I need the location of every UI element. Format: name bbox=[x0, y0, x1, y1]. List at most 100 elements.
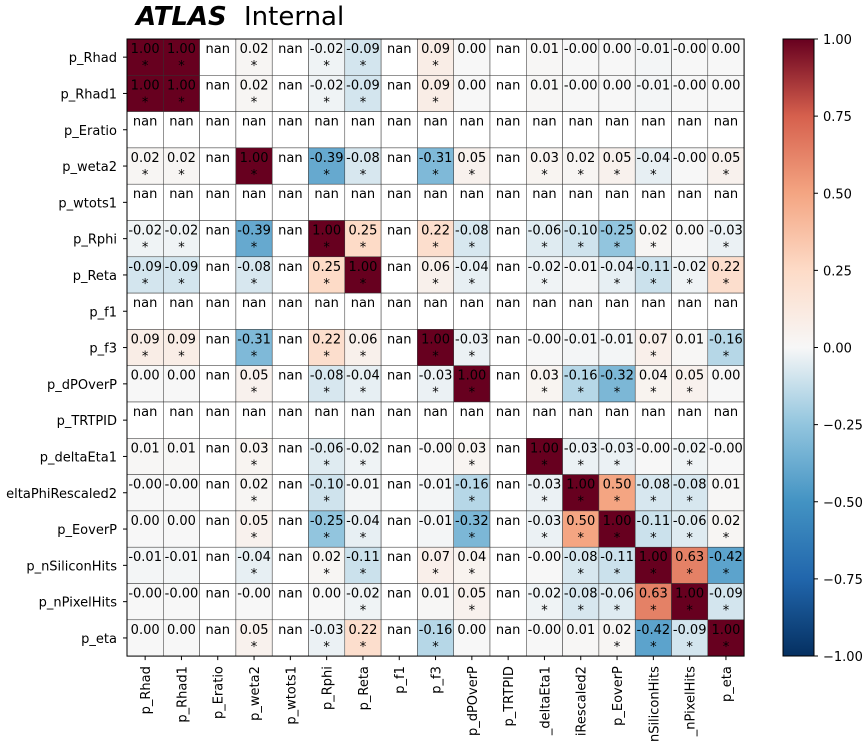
y-tick-label: p_TRTPID bbox=[57, 414, 117, 429]
heatmap-cell bbox=[526, 365, 563, 403]
cell-value: nan bbox=[605, 405, 629, 420]
cell-value: nan bbox=[206, 42, 230, 57]
significance-star: * bbox=[142, 59, 149, 74]
cell-value: -0.32 bbox=[600, 369, 634, 384]
heatmap-cell bbox=[453, 546, 491, 584]
x-tick-label: p_eta bbox=[720, 666, 735, 702]
cell-value: -0.06 bbox=[528, 224, 562, 239]
heatmap-cell bbox=[598, 75, 636, 112]
heatmap-cell bbox=[562, 256, 600, 294]
significance-star: * bbox=[614, 531, 621, 546]
heatmap-cell bbox=[163, 510, 200, 548]
heatmap-cell bbox=[308, 38, 346, 76]
heatmap-cell bbox=[344, 111, 382, 149]
significance-star: * bbox=[360, 241, 367, 256]
cell-value: 0.63 bbox=[675, 550, 704, 565]
cell-value: 0.00 bbox=[603, 42, 632, 57]
heatmap-cell bbox=[417, 583, 454, 621]
heatmap-cell bbox=[163, 365, 200, 403]
y-tick-label: p_Reta bbox=[73, 269, 117, 284]
heatmap-cell bbox=[308, 365, 346, 403]
cell-value: -0.42 bbox=[709, 550, 743, 565]
heatmap-cell bbox=[598, 256, 636, 294]
cell-value: 1.00 bbox=[131, 78, 160, 93]
heatmap-cell bbox=[562, 183, 600, 221]
heatmap-cell bbox=[453, 438, 491, 475]
cell-value: -0.32 bbox=[455, 514, 489, 529]
cell-value: -0.04 bbox=[455, 260, 489, 275]
cell-value: nan bbox=[460, 296, 484, 311]
significance-star: * bbox=[323, 277, 330, 292]
significance-star: * bbox=[178, 59, 185, 74]
cell-value: nan bbox=[569, 115, 593, 130]
heatmap-cell bbox=[707, 38, 745, 76]
cell-value: nan bbox=[387, 260, 411, 275]
cell-value: nan bbox=[278, 587, 302, 602]
significance-star: * bbox=[178, 277, 185, 292]
cell-value: 1.00 bbox=[530, 441, 559, 456]
heatmap-cell bbox=[235, 619, 273, 657]
significance-star: * bbox=[323, 640, 330, 655]
heatmap-cell bbox=[308, 183, 346, 221]
cell-value: nan bbox=[605, 296, 629, 311]
cell-value: 0.05 bbox=[603, 151, 632, 166]
cell-value: nan bbox=[242, 187, 266, 202]
heatmap-cell bbox=[634, 474, 672, 512]
cell-value: 0.00 bbox=[711, 42, 740, 57]
y-tick-label: p_eta bbox=[81, 632, 117, 647]
significance-star: * bbox=[578, 531, 585, 546]
heatmap-cell bbox=[526, 220, 563, 258]
cell-value: -0.06 bbox=[600, 587, 634, 602]
cell-value: nan bbox=[206, 187, 230, 202]
cell-value: nan bbox=[532, 296, 556, 311]
cell-value: nan bbox=[206, 514, 230, 529]
cell-value: 0.07 bbox=[639, 332, 668, 347]
cell-value: nan bbox=[641, 115, 665, 130]
heatmap-cell bbox=[598, 546, 636, 584]
cell-value: nan bbox=[278, 369, 302, 384]
heatmap-cell bbox=[453, 365, 491, 403]
heatmap-cell bbox=[308, 75, 346, 112]
cell-value: -0.11 bbox=[346, 550, 380, 565]
cell-value: nan bbox=[387, 478, 411, 493]
significance-star: * bbox=[686, 640, 693, 655]
heatmap-cell bbox=[562, 329, 600, 366]
cell-value: 1.00 bbox=[312, 224, 341, 239]
cell-value: -0.02 bbox=[528, 260, 562, 275]
heatmap-cell bbox=[707, 438, 745, 475]
heatmap-cell bbox=[526, 329, 563, 366]
heatmap-cell bbox=[598, 38, 636, 76]
cell-value: 0.05 bbox=[711, 151, 740, 166]
cell-value: -0.00 bbox=[528, 550, 562, 565]
significance-star: * bbox=[578, 495, 585, 510]
heatmap-cell bbox=[707, 220, 745, 258]
cell-value: nan bbox=[278, 441, 302, 456]
heatmap-cell bbox=[344, 75, 382, 112]
heatmap-cell bbox=[163, 474, 200, 512]
heatmap-cell bbox=[308, 147, 346, 185]
heatmap-cell bbox=[562, 474, 600, 512]
cell-value: -0.00 bbox=[564, 42, 598, 57]
heatmap-cell bbox=[489, 111, 527, 149]
colorbar-tick-label: −1.00 bbox=[823, 650, 863, 665]
y-tick-label: eltaPhiRescaled2 bbox=[6, 487, 117, 502]
x-tick-label: p_dPOverP bbox=[466, 666, 481, 736]
heatmap-cell bbox=[235, 75, 273, 112]
heatmap-cell bbox=[417, 546, 454, 584]
heatmap-cell bbox=[598, 583, 636, 621]
cell-value: -0.00 bbox=[528, 332, 562, 347]
heatmap-cell bbox=[562, 546, 600, 584]
cell-value: nan bbox=[496, 224, 520, 239]
heatmap-cell bbox=[707, 619, 745, 657]
cell-value: nan bbox=[496, 587, 520, 602]
cell-value: 1.00 bbox=[603, 514, 632, 529]
cell-value: nan bbox=[278, 151, 302, 166]
cell-value: nan bbox=[278, 550, 302, 565]
heatmap-cell bbox=[598, 510, 636, 548]
heatmap-cell bbox=[344, 38, 382, 76]
heatmap-cell bbox=[453, 619, 491, 657]
cell-value: nan bbox=[569, 405, 593, 420]
significance-star: * bbox=[251, 458, 258, 473]
cell-value: -0.03 bbox=[528, 478, 562, 493]
significance-star: * bbox=[650, 567, 657, 582]
